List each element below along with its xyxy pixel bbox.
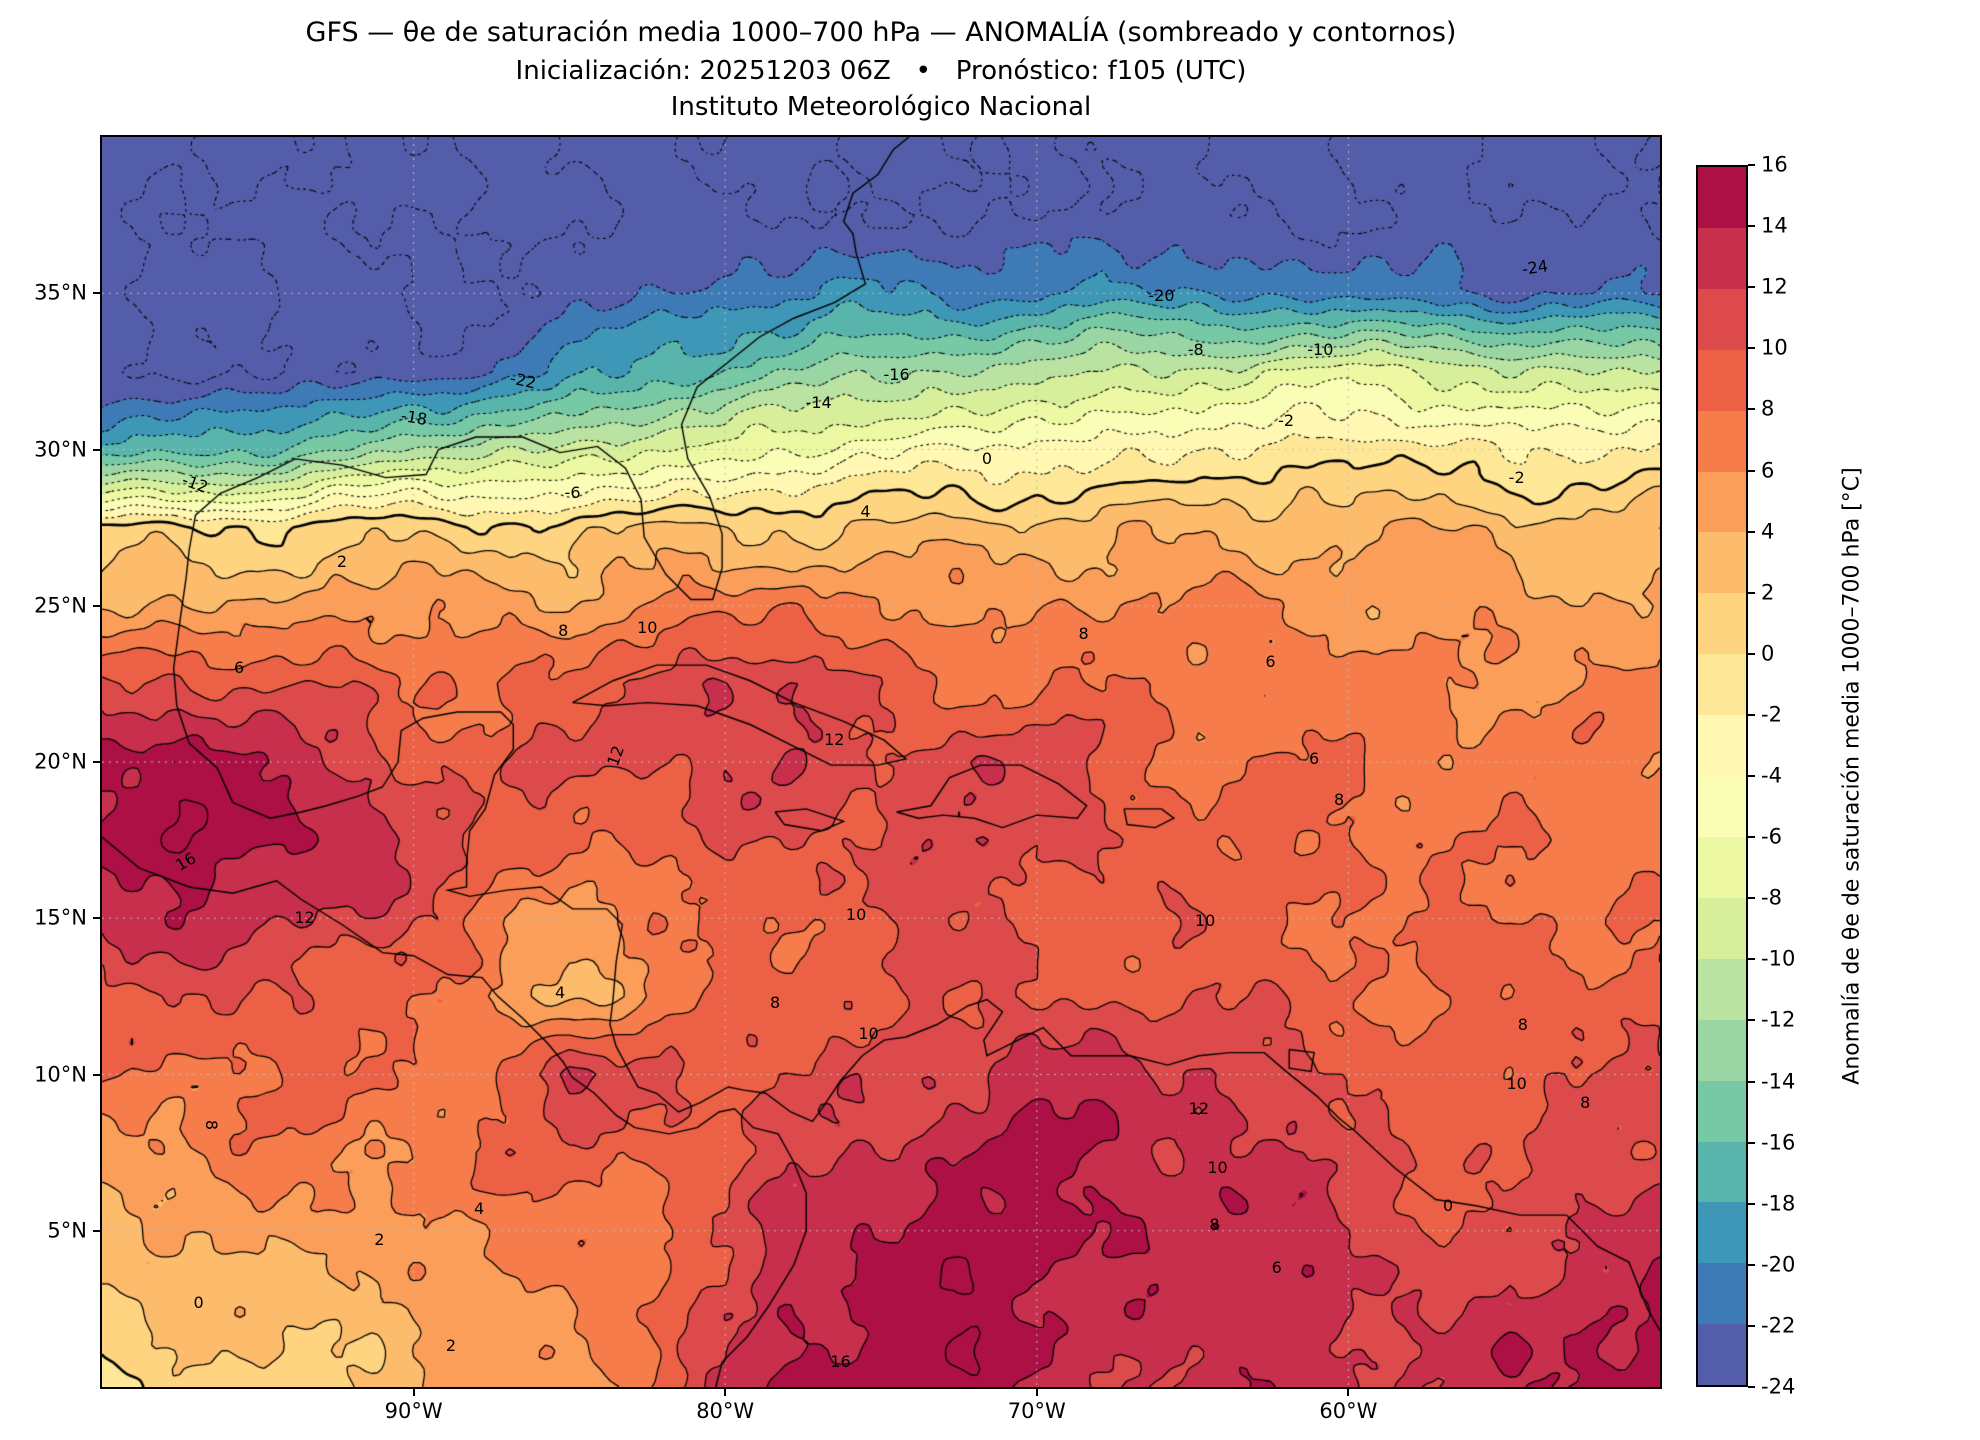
y-tick-mark bbox=[93, 917, 102, 920]
x-tick-mark bbox=[412, 1387, 415, 1396]
colorbar-tick-label: 12 bbox=[1761, 274, 1788, 299]
anomaly-field-canvas bbox=[102, 137, 1660, 1387]
y-tick-mark bbox=[93, 604, 102, 607]
colorbar-segment bbox=[1698, 1080, 1746, 1142]
colorbar-segment bbox=[1698, 167, 1746, 228]
colorbar-segment bbox=[1698, 349, 1746, 411]
colorbar-tick-label: -22 bbox=[1761, 1313, 1796, 1338]
y-tick-mark bbox=[93, 292, 102, 295]
y-tick-label: 15°N bbox=[34, 905, 87, 930]
x-tick-mark bbox=[1035, 1387, 1038, 1396]
y-tick-mark bbox=[93, 448, 102, 451]
y-tick-label: 30°N bbox=[34, 437, 87, 461]
colorbar-tick-mark bbox=[1748, 652, 1755, 655]
colorbar-segment bbox=[1698, 654, 1746, 716]
colorbar-tick-label: -16 bbox=[1761, 1130, 1796, 1155]
colorbar-tick-label: -2 bbox=[1761, 702, 1782, 727]
y-tick-label: 35°N bbox=[34, 280, 87, 305]
colorbar-tick-mark bbox=[1748, 1141, 1755, 1144]
colorbar-tick-label: -4 bbox=[1761, 763, 1782, 788]
colorbar-tick-mark bbox=[1748, 347, 1755, 350]
colorbar-tick-label: -6 bbox=[1761, 824, 1782, 849]
colorbar-tick-mark bbox=[1748, 836, 1755, 839]
colorbar-tick-label: -24 bbox=[1761, 1374, 1796, 1399]
colorbar-tick-mark bbox=[1748, 1263, 1755, 1266]
colorbar-tick-label: 2 bbox=[1761, 580, 1775, 605]
colorbar-tick-mark bbox=[1748, 408, 1755, 411]
colorbar-tick-mark bbox=[1748, 591, 1755, 594]
y-tick-mark bbox=[93, 761, 102, 763]
colorbar-segment bbox=[1698, 532, 1746, 594]
colorbar-tick-label: -8 bbox=[1761, 885, 1782, 910]
y-tick-label: 25°N bbox=[34, 593, 87, 618]
colorbar-tick-label: -10 bbox=[1761, 946, 1796, 971]
colorbar-segment bbox=[1698, 593, 1746, 655]
colorbar-tick-mark bbox=[1748, 286, 1755, 289]
colorbar-segment bbox=[1698, 897, 1746, 959]
colorbar-tick-mark bbox=[1748, 164, 1755, 166]
colorbar-tick-mark bbox=[1748, 1202, 1755, 1205]
y-tick-label: 10°N bbox=[34, 1062, 87, 1086]
chart-title-block: GFS — θe de saturación media 1000–700 hP… bbox=[102, 16, 1660, 124]
chart-title: GFS — θe de saturación media 1000–700 hP… bbox=[305, 17, 1457, 48]
colorbar-tick-mark bbox=[1748, 958, 1755, 961]
y-tick-label: 5°N bbox=[47, 1218, 87, 1243]
colorbar-segment bbox=[1698, 1324, 1746, 1386]
x-tick-label: 80°W bbox=[696, 1399, 755, 1423]
colorbar-tick-label: 14 bbox=[1761, 213, 1788, 238]
colorbar-tick-mark bbox=[1748, 225, 1755, 228]
colorbar-tick-mark bbox=[1748, 775, 1755, 777]
colorbar-tick-mark bbox=[1748, 1386, 1755, 1388]
colorbar-segment bbox=[1698, 1202, 1746, 1264]
colorbar-segment bbox=[1698, 958, 1746, 1020]
colorbar-axis-label: Anomalía de θe de saturación media 1000–… bbox=[1839, 467, 1865, 1085]
colorbar-segment bbox=[1698, 836, 1746, 898]
y-tick-mark bbox=[93, 1229, 102, 1232]
x-tick-mark bbox=[724, 1387, 727, 1396]
x-tick-label: 90°W bbox=[384, 1399, 443, 1423]
colorbar-segment bbox=[1698, 410, 1746, 472]
colorbar-tick-label: -14 bbox=[1761, 1069, 1796, 1093]
colorbar-tick-mark bbox=[1748, 530, 1755, 533]
colorbar-segment bbox=[1698, 715, 1746, 777]
x-tick-label: 60°W bbox=[1319, 1399, 1378, 1423]
colorbar-segment bbox=[1698, 1019, 1746, 1081]
colorbar bbox=[1696, 165, 1748, 1387]
colorbar-tick-label: 4 bbox=[1761, 519, 1775, 544]
colorbar-segment bbox=[1698, 1141, 1746, 1203]
colorbar-segment bbox=[1698, 471, 1746, 533]
y-tick-mark bbox=[93, 1073, 102, 1076]
colorbar-tick-mark bbox=[1748, 897, 1755, 900]
colorbar-segment bbox=[1698, 1263, 1746, 1325]
chart-institution: Instituto Meteorológico Nacional bbox=[670, 92, 1092, 123]
colorbar-tick-mark bbox=[1748, 1080, 1755, 1083]
colorbar-tick-mark bbox=[1748, 1324, 1755, 1327]
colorbar-tick-label: 6 bbox=[1761, 458, 1775, 482]
colorbar-segment bbox=[1698, 776, 1746, 837]
y-tick-label: 20°N bbox=[34, 749, 87, 774]
colorbar-tick-label: -12 bbox=[1761, 1007, 1796, 1032]
colorbar-tick-label: 0 bbox=[1761, 641, 1775, 666]
x-tick-label: 70°W bbox=[1007, 1399, 1066, 1423]
colorbar-segment bbox=[1698, 288, 1746, 350]
colorbar-tick-label: 8 bbox=[1761, 396, 1775, 421]
x-tick-mark bbox=[1347, 1387, 1350, 1396]
chart-subtitle: Inicialización: 20251203 06Z • Pronóstic… bbox=[515, 55, 1247, 86]
colorbar-segment bbox=[1698, 227, 1746, 289]
colorbar-tick-label: -20 bbox=[1761, 1252, 1796, 1277]
colorbar-tick-mark bbox=[1748, 713, 1755, 716]
colorbar-tick-mark bbox=[1748, 469, 1755, 472]
map-plot-area: -24 -20 -22 -18 -16 -14 -12 -10 -8 -6 -2 -2 0 2 4 6 8 10 8… bbox=[100, 135, 1662, 1389]
colorbar-tick-label: -18 bbox=[1761, 1191, 1796, 1216]
colorbar-tick-label: 10 bbox=[1761, 335, 1788, 360]
colorbar-tick-mark bbox=[1748, 1019, 1755, 1022]
colorbar-tick-label: 16 bbox=[1761, 152, 1788, 177]
